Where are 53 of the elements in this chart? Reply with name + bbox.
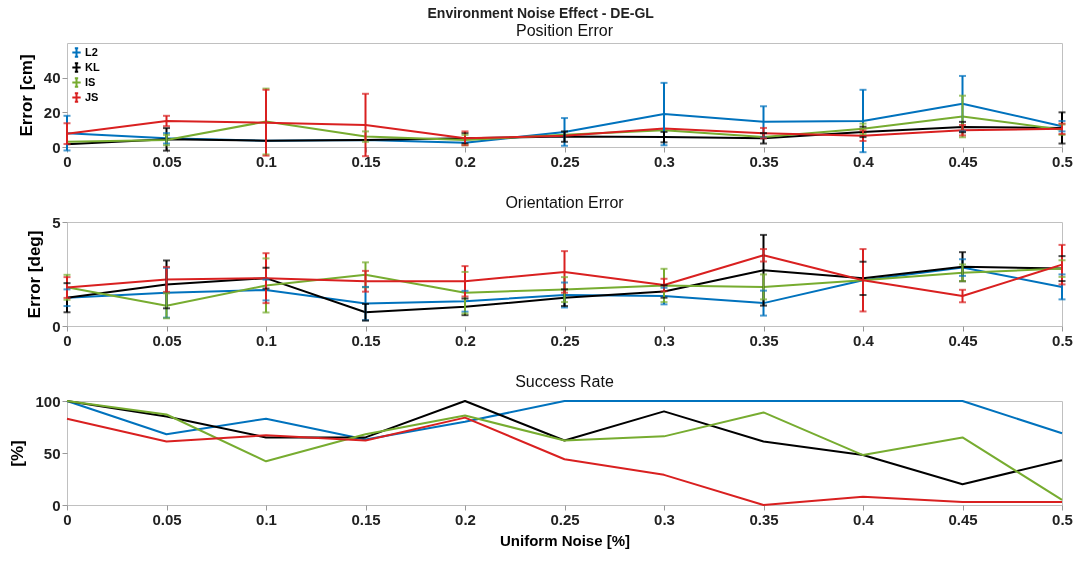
x-tick-label: 0.25 <box>550 331 580 349</box>
x-tick-label: 0.1 <box>256 152 277 170</box>
x-tick-label: 0.2 <box>455 331 476 349</box>
x-tick-label: 0.3 <box>654 331 675 349</box>
y-axis-title: Error [cm] <box>16 54 36 137</box>
chart-title: Orientation Error <box>505 194 625 211</box>
y-axis-title: [%] <box>8 440 28 467</box>
x-tick-label: 0.4 <box>853 152 875 170</box>
y-tick-label: 5 <box>52 213 61 231</box>
y-tick-label: 20 <box>43 103 61 121</box>
y-tick-label: 0 <box>52 317 61 335</box>
x-tick-label: 0.5 <box>1052 152 1073 170</box>
x-tick-label: 0.25 <box>550 510 580 528</box>
x-tick-label: 0.15 <box>351 331 381 349</box>
legend-label: L2 <box>85 45 98 58</box>
x-tick-label: 0.5 <box>1052 510 1073 528</box>
x-tick-label: 0.1 <box>256 331 277 349</box>
x-tick-label: 0.35 <box>749 510 779 528</box>
y-tick-label: 40 <box>43 69 61 87</box>
x-tick-label: 0.05 <box>152 510 182 528</box>
x-tick-label: 0.45 <box>948 331 978 349</box>
x-tick-label: 0.5 <box>1052 331 1073 349</box>
y-tick-label: 0 <box>52 496 61 514</box>
x-tick-label: 0.15 <box>351 152 381 170</box>
x-tick-label: 0.4 <box>853 331 875 349</box>
y-tick-label: 50 <box>43 444 61 462</box>
x-tick-label: 0 <box>63 152 72 170</box>
chart-subtitle: Position Error <box>516 22 614 39</box>
x-tick-label: 0.45 <box>948 152 978 170</box>
x-tick-label: 0.05 <box>152 331 182 349</box>
x-tick-label: 0.3 <box>654 152 675 170</box>
x-tick-label: 0.05 <box>152 152 182 170</box>
x-tick-label: 0.3 <box>654 510 675 528</box>
chart-title: Environment Noise Effect - DE-GL <box>427 4 655 21</box>
x-axis-title: Uniform Noise [%] <box>499 531 631 549</box>
y-tick-label: 0 <box>52 138 61 156</box>
x-tick-label: 0.1 <box>256 510 277 528</box>
chart-title: Success Rate <box>515 373 614 390</box>
x-tick-label: 0.4 <box>853 510 875 528</box>
x-tick-label: 0.35 <box>749 152 779 170</box>
x-tick-label: 0.45 <box>948 510 978 528</box>
x-tick-label: 0.15 <box>351 510 381 528</box>
legend-label: JS <box>85 90 99 103</box>
x-tick-label: 0.2 <box>455 510 476 528</box>
y-axis-title: Error [deg] <box>25 230 45 319</box>
x-tick-label: 0.35 <box>749 331 779 349</box>
x-tick-label: 0 <box>63 510 72 528</box>
x-tick-label: 0.2 <box>455 152 476 170</box>
legend-label: KL <box>85 60 100 73</box>
x-tick-label: 0 <box>63 331 72 349</box>
y-tick-label: 100 <box>35 392 61 410</box>
x-tick-label: 0.25 <box>550 152 580 170</box>
legend-label: IS <box>85 75 96 88</box>
